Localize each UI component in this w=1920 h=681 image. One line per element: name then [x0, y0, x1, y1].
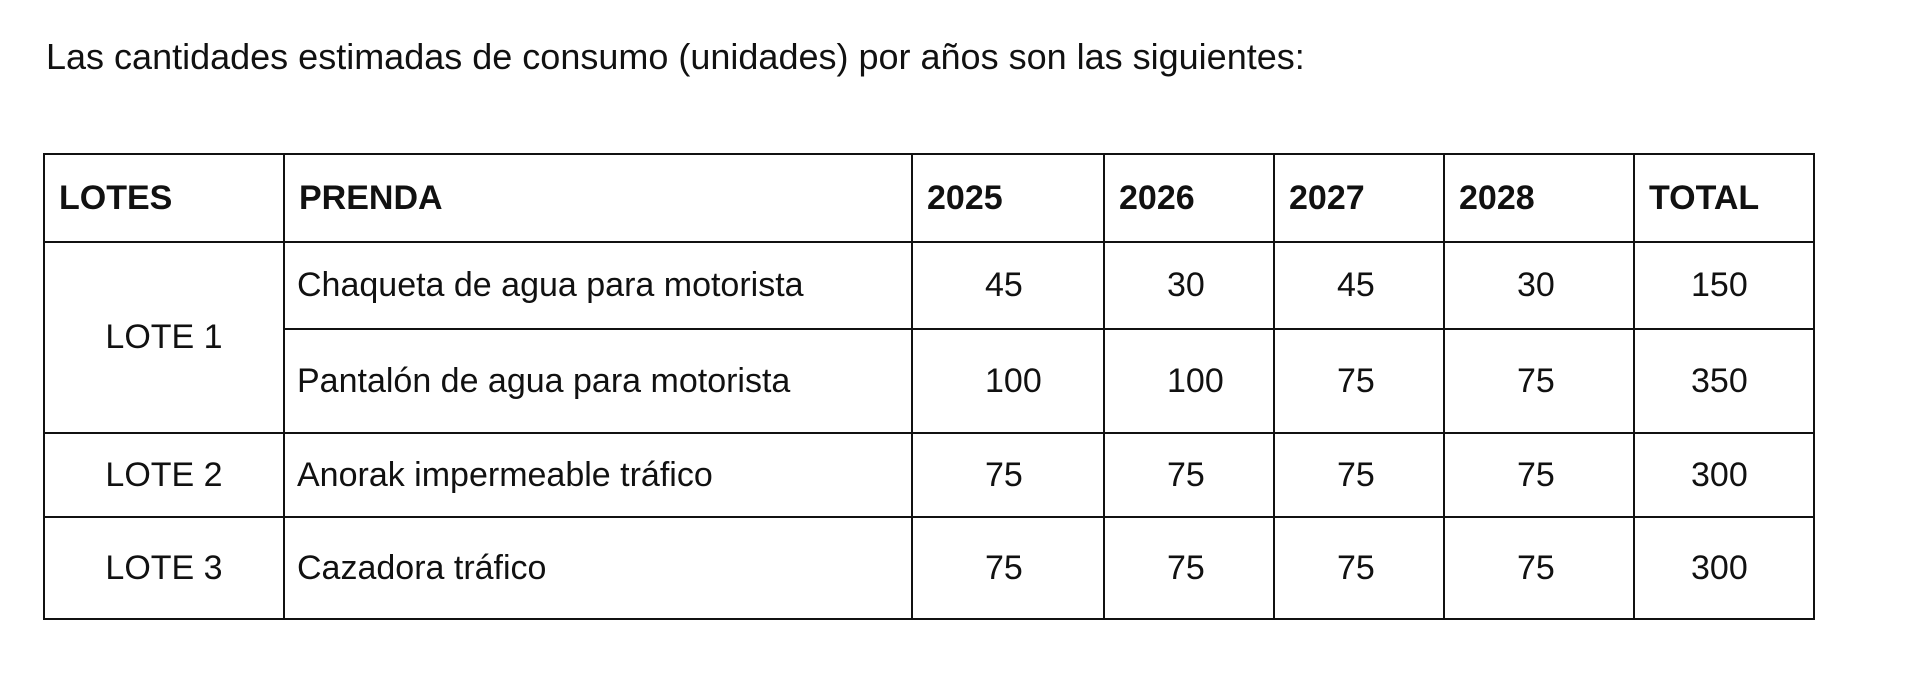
value-total: 300: [1633, 432, 1815, 518]
value-2025: 45: [911, 241, 1105, 330]
value-2025: 100: [911, 328, 1105, 434]
lote-cell: LOTE 1: [43, 241, 285, 434]
value-2028: 30: [1443, 241, 1635, 330]
header-2028: 2028: [1443, 153, 1635, 243]
header-2025: 2025: [911, 153, 1105, 243]
value-2027: 75: [1273, 516, 1445, 620]
value-2026: 30: [1103, 241, 1275, 330]
table-header-row: LOTES PRENDA 2025 2026 2027 2028 TOTAL: [43, 153, 1815, 243]
header-total: TOTAL: [1633, 153, 1815, 243]
table-row: LOTE 1 Chaqueta de agua para motorista 4…: [43, 241, 1815, 434]
header-prenda: PRENDA: [283, 153, 913, 243]
header-lotes: LOTES: [43, 153, 285, 243]
value-2026: 75: [1103, 516, 1275, 620]
lote-cell: LOTE 3: [43, 516, 285, 620]
value-2028: 75: [1443, 432, 1635, 518]
value-2027: 75: [1273, 328, 1445, 434]
prenda-cell: Pantalón de agua para motorista: [283, 328, 913, 434]
prenda-cell: Chaqueta de agua para motorista: [283, 241, 913, 330]
intro-paragraph: Las cantidades estimadas de consumo (uni…: [46, 36, 1305, 77]
value-total: 350: [1633, 328, 1815, 434]
header-2027: 2027: [1273, 153, 1445, 243]
header-2026: 2026: [1103, 153, 1275, 243]
consumption-table: LOTES PRENDA 2025 2026 2027 2028 TOTAL L…: [43, 153, 1815, 620]
value-2026: 100: [1103, 328, 1275, 434]
prenda-cell: Anorak impermeable tráfico: [283, 432, 913, 518]
value-2025: 75: [911, 516, 1105, 620]
value-2027: 75: [1273, 432, 1445, 518]
value-2028: 75: [1443, 328, 1635, 434]
value-2026: 75: [1103, 432, 1275, 518]
table-row: LOTE 3 Cazadora tráfico 75 75 75 75 300: [43, 516, 1815, 620]
value-total: 300: [1633, 516, 1815, 620]
value-2028: 75: [1443, 516, 1635, 620]
lote-cell: LOTE 2: [43, 432, 285, 518]
table-row: LOTE 2 Anorak impermeable tráfico 75 75 …: [43, 432, 1815, 518]
value-total: 150: [1633, 241, 1815, 330]
table-row: Pantalón de agua para motorista 100 100 …: [44, 328, 1815, 434]
value-2025: 75: [911, 432, 1105, 518]
value-2027: 45: [1273, 241, 1445, 330]
prenda-cell: Cazadora tráfico: [283, 516, 913, 620]
